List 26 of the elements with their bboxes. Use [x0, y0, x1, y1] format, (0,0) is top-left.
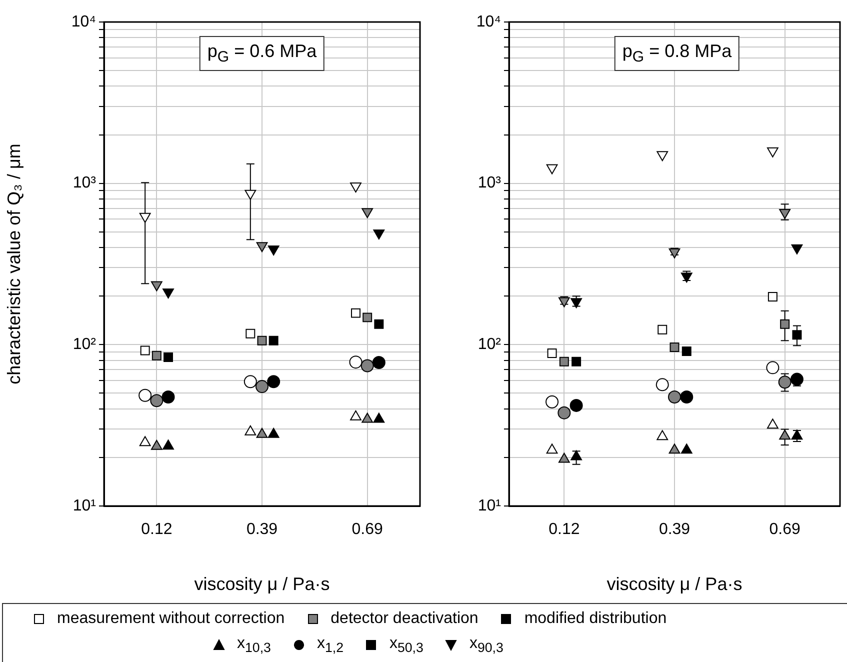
y-tick-label: 10³: [478, 174, 502, 192]
x-tick-label: 0.12: [548, 521, 580, 538]
text: p$_{G}$ = 0.8 MPa: [614, 36, 740, 71]
y-tick-label: 10²: [478, 336, 502, 354]
x-tick-label: 0.69: [769, 521, 801, 538]
text: p$_{G}$ = 0.6 MPa: [199, 36, 325, 71]
x-tick-label: 0.12: [141, 521, 172, 538]
x-tick-label: 0.39: [658, 521, 690, 538]
y-tick-label: 10¹: [72, 497, 96, 514]
y-tick-label: 10³: [72, 174, 97, 192]
text: x$_{1,2}$: [316, 635, 344, 656]
text: x$_{90,3}$: [469, 635, 504, 656]
text: modified distribution: [524, 610, 667, 628]
x-tick-label: 0.69: [352, 521, 384, 538]
x-axis-title: viscosity μ / Pa·s: [606, 574, 742, 594]
y-tick-label: 10¹: [478, 497, 501, 514]
text: x$_{50,3}$: [389, 635, 424, 656]
y-tick-label: 10⁴: [476, 13, 502, 30]
y-axis-title: characteristic value of Q₃ / μm: [4, 144, 24, 384]
x-axis-title: viscosity μ / Pa·s: [194, 574, 330, 594]
text: x$_{10,3}$: [237, 635, 271, 656]
text: measurement without correction: [57, 610, 285, 628]
text: detector deactivation: [330, 610, 478, 628]
y-tick-label: 10²: [72, 336, 97, 354]
x-tick-label: 0.39: [246, 521, 278, 538]
y-tick-label: 10⁴: [71, 13, 96, 30]
